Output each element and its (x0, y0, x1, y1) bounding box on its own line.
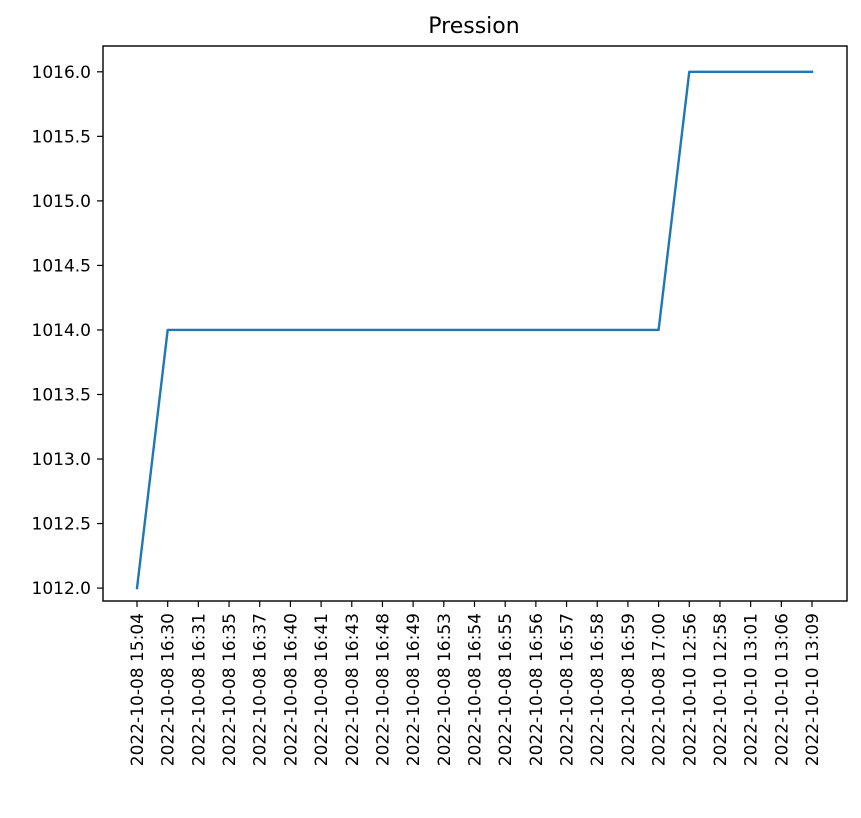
x-tick-label: 2022-10-08 16:37 (251, 613, 271, 766)
x-tick-label: 2022-10-08 16:30 (159, 613, 179, 766)
x-tick-label: 2022-10-08 16:54 (466, 613, 486, 766)
x-tick-label: 2022-10-10 13:01 (742, 613, 762, 766)
x-tick-label: 2022-10-08 16:59 (619, 613, 639, 766)
x-tick-label: 2022-10-10 13:06 (772, 613, 792, 766)
y-tick-label: 1015.0 (32, 192, 91, 212)
y-axis: 1012.0 1012.5 1013.0 1013.5 1014.0 1014.5 1015… (32, 63, 103, 599)
x-tick-label: 2022-10-08 16:35 (220, 613, 240, 766)
y-tick-label: 1012.0 (32, 579, 91, 599)
x-axis: 2022-10-08 15:04 2022-10-08 16:30 2022-10-… (128, 601, 823, 766)
x-tick-label: 2022-10-08 16:43 (343, 613, 363, 766)
x-tick-label: 2022-10-10 13:09 (803, 613, 823, 766)
axes-frame (102, 45, 848, 602)
x-tick-label: 2022-10-10 12:56 (680, 613, 700, 766)
y-tick-label: 1014.0 (32, 321, 91, 341)
x-tick-label: 2022-10-08 16:57 (558, 613, 578, 766)
x-tick-label: 2022-10-08 16:31 (189, 613, 209, 766)
series-line (135, 70, 814, 590)
y-tick-label: 1013.0 (32, 450, 91, 470)
x-tick-label: 2022-10-08 16:58 (588, 613, 608, 766)
x-tick-label: 2022-10-08 16:40 (281, 613, 301, 766)
x-tick-label: 2022-10-08 16:53 (435, 613, 455, 766)
y-tick-label: 1015.5 (32, 127, 91, 147)
x-tick-label: 2022-10-08 16:56 (527, 613, 547, 766)
y-tick-label: 1012.5 (32, 515, 91, 535)
x-tick-label: 2022-10-10 12:58 (711, 613, 731, 766)
y-tick-label: 1013.5 (32, 385, 91, 405)
plot-area (135, 70, 814, 590)
x-tick-label: 2022-10-08 16:49 (404, 613, 424, 766)
x-tick-label: 2022-10-08 16:41 (312, 613, 332, 766)
x-tick-label: 2022-10-08 15:04 (128, 613, 148, 766)
x-tick-label: 2022-10-08 16:48 (373, 613, 393, 766)
x-tick-label: 2022-10-08 16:55 (496, 613, 516, 766)
x-tick-label: 2022-10-08 17:00 (650, 613, 670, 766)
chart-title: Pression (428, 14, 519, 39)
y-tick-label: 1014.5 (32, 256, 91, 276)
y-tick-label: 1016.0 (32, 63, 91, 83)
